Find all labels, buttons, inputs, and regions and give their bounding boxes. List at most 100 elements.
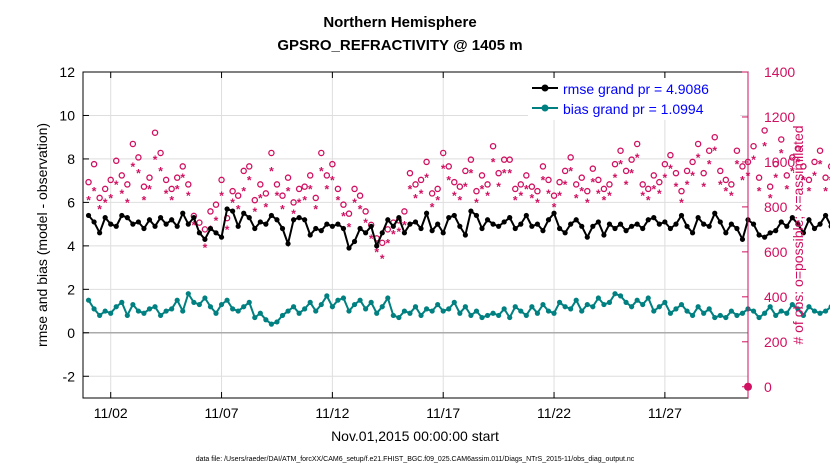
rmse-point	[91, 219, 96, 224]
legend: rmse grand pr = 4.9086 bias grand pr = 1…	[528, 78, 740, 120]
bias-point	[302, 306, 307, 311]
bias-point	[247, 300, 252, 305]
y-tick-label-left: 2	[67, 281, 75, 297]
obs-possible-point	[823, 175, 828, 180]
obs-assimilated-point: *	[158, 164, 163, 178]
rmse-point	[430, 228, 435, 233]
bias-point	[446, 306, 451, 311]
obs-assimilated-point: *	[723, 185, 728, 199]
obs-assimilated-point: *	[391, 227, 396, 241]
bias-point	[762, 311, 767, 316]
rmse-point	[729, 222, 734, 227]
bias-point	[718, 313, 723, 318]
obs-assimilated-point: *	[363, 216, 368, 230]
bias-point	[103, 308, 108, 313]
bias-point	[740, 311, 745, 316]
bias-point	[391, 313, 396, 318]
obs-assimilated-point: *	[812, 169, 817, 183]
x-tick-label: 11/07	[205, 405, 239, 421]
rmse-point	[457, 224, 462, 229]
obs-assimilated-point: *	[613, 171, 618, 185]
rmse-point	[291, 217, 296, 222]
bias-point	[291, 304, 296, 309]
rmse-point	[812, 226, 817, 231]
obs-assimilated-point: *	[424, 171, 429, 185]
chart-title-line1: Northern Hemisphere	[323, 14, 476, 31]
rmse-point	[324, 222, 329, 227]
bias-point	[424, 306, 429, 311]
obs-assimilated-point: *	[236, 203, 241, 217]
y-axis-label-left: rmse and bias (model - observation)	[34, 123, 50, 347]
bias-point	[341, 295, 346, 300]
bias-point	[529, 304, 534, 309]
bias-point	[574, 298, 579, 303]
rmse-point	[335, 222, 340, 227]
obs-assimilated-point: *	[264, 200, 269, 214]
bias-point	[823, 308, 828, 313]
rmse-point	[646, 217, 651, 222]
rmse-point	[817, 222, 822, 227]
bias-point	[407, 311, 412, 316]
bias-point	[612, 291, 617, 296]
obs-assimilated-point: *	[175, 182, 180, 196]
obs-assimilated-point: *	[735, 158, 740, 172]
obs-assimilated-point: *	[485, 189, 490, 203]
bias-point	[668, 311, 673, 316]
bias-point	[324, 293, 329, 298]
obs-assimilated-point: *	[441, 162, 446, 176]
obs-assimilated-point: *	[297, 196, 302, 210]
bias-point	[707, 306, 712, 311]
bias-point	[773, 313, 778, 318]
bias-point	[546, 308, 551, 313]
rmse-point	[114, 224, 119, 229]
obs-assimilated-point: *	[624, 178, 629, 192]
obs-assimilated-point: *	[602, 194, 607, 208]
obs-assimilated-point: *	[269, 164, 274, 178]
obs-assimilated-point: *	[164, 187, 169, 201]
rmse-point	[546, 217, 551, 222]
rmse-point	[768, 230, 773, 235]
bias-point	[684, 308, 689, 313]
obs-assimilated-point: *	[657, 187, 662, 201]
rmse-point	[357, 226, 362, 231]
bias-point	[285, 308, 290, 313]
bias-point	[640, 302, 645, 307]
obs-assimilated-point: *	[330, 173, 335, 187]
obs-assimilated-point: *	[707, 158, 712, 172]
rmse-point	[507, 215, 512, 220]
bias-point	[463, 304, 468, 309]
bias-point	[518, 308, 523, 313]
bias-point	[457, 311, 462, 316]
bias-point	[363, 306, 368, 311]
rmse-point	[756, 232, 761, 237]
bias-point	[524, 313, 529, 318]
obs-assimilated-point: *	[491, 155, 496, 169]
obs-assimilated-point: *	[596, 187, 601, 201]
obs-assimilated-point: *	[818, 158, 823, 172]
rmse-point	[574, 217, 579, 222]
rmse-point	[640, 226, 645, 231]
bias-point	[618, 293, 623, 298]
rmse-point	[513, 226, 518, 231]
obs-assimilated-point: *	[302, 194, 307, 208]
obs-assimilated-point: *	[474, 196, 479, 210]
obs-assimilated-point: *	[347, 221, 352, 235]
y-tick-label-left: 8	[67, 151, 75, 167]
rmse-point	[424, 211, 429, 216]
rmse-point	[529, 224, 534, 229]
bias-point	[662, 300, 667, 305]
legend-rmse-label: rmse grand pr = 4.9086	[563, 81, 709, 97]
bias-point	[502, 306, 507, 311]
obs-assimilated-point: *	[397, 225, 402, 239]
obs-assimilated-point: *	[352, 196, 357, 210]
rmse-point	[463, 232, 468, 237]
rmse-point	[219, 235, 224, 240]
rmse-point	[213, 230, 218, 235]
bias-point	[330, 304, 335, 309]
x-tick-label: 11/02	[94, 405, 128, 421]
bias-point	[441, 308, 446, 313]
bias-point	[219, 302, 224, 307]
obs-assimilated-point: *	[718, 178, 723, 192]
bias-point	[369, 300, 374, 305]
bias-point	[91, 306, 96, 311]
